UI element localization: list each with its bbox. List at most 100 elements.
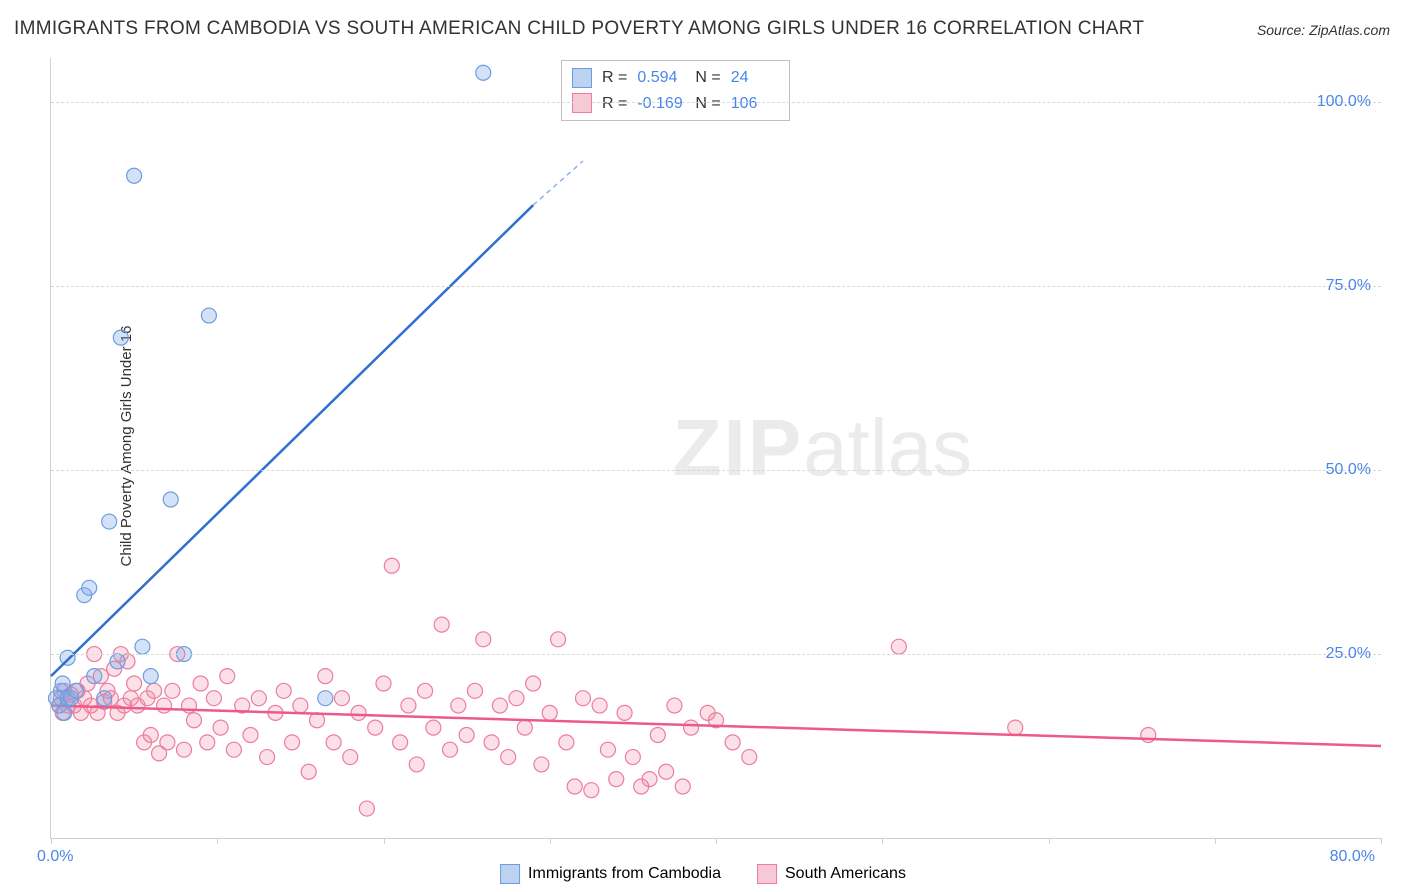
scatter-point-pink bbox=[157, 698, 172, 713]
grid-line bbox=[51, 470, 1381, 471]
scatter-point-pink bbox=[186, 713, 201, 728]
scatter-point-pink bbox=[351, 705, 366, 720]
scatter-point-blue bbox=[127, 168, 142, 183]
bottom-legend-item: South Americans bbox=[757, 864, 906, 884]
x-tick bbox=[550, 838, 551, 844]
legend-swatch bbox=[757, 864, 777, 884]
scatter-point-pink bbox=[684, 720, 699, 735]
plot-area: ZIPatlas 0.0% 80.0% R =0.594N =24R =-0.1… bbox=[50, 58, 1381, 839]
scatter-point-pink bbox=[401, 698, 416, 713]
scatter-point-pink bbox=[285, 735, 300, 750]
scatter-point-pink bbox=[592, 698, 607, 713]
scatter-point-blue bbox=[68, 683, 83, 698]
source-label: Source: bbox=[1257, 22, 1305, 38]
scatter-point-pink bbox=[542, 705, 557, 720]
scatter-point-pink bbox=[334, 691, 349, 706]
scatter-point-pink bbox=[584, 783, 599, 798]
scatter-point-pink bbox=[517, 720, 532, 735]
scatter-point-blue bbox=[113, 330, 128, 345]
scatter-point-pink bbox=[534, 757, 549, 772]
scatter-point-blue bbox=[143, 669, 158, 684]
scatter-point-pink bbox=[742, 750, 757, 765]
scatter-point-pink bbox=[551, 632, 566, 647]
x-tick bbox=[217, 838, 218, 844]
scatter-point-blue bbox=[318, 691, 333, 706]
scatter-point-pink bbox=[617, 705, 632, 720]
scatter-point-pink bbox=[576, 691, 591, 706]
scatter-point-pink bbox=[1008, 720, 1023, 735]
trend-line-blue bbox=[51, 205, 533, 676]
scatter-point-pink bbox=[160, 735, 175, 750]
legend-label: South Americans bbox=[785, 865, 906, 883]
plot-svg bbox=[51, 58, 1381, 838]
scatter-point-pink bbox=[667, 698, 682, 713]
scatter-point-pink bbox=[451, 698, 466, 713]
scatter-point-pink bbox=[343, 750, 358, 765]
scatter-point-pink bbox=[418, 683, 433, 698]
legend-r-value: 0.594 bbox=[637, 65, 685, 91]
scatter-point-pink bbox=[625, 750, 640, 765]
source-attribution: Source: ZipAtlas.com bbox=[1257, 22, 1390, 38]
x-tick bbox=[1049, 838, 1050, 844]
scatter-point-pink bbox=[127, 676, 142, 691]
scatter-point-pink bbox=[476, 632, 491, 647]
scatter-point-pink bbox=[165, 683, 180, 698]
scatter-point-pink bbox=[675, 779, 690, 794]
bottom-legend: Immigrants from Cambodia South Americans bbox=[500, 864, 906, 884]
y-tick-label: 25.0% bbox=[1326, 645, 1371, 663]
scatter-point-pink bbox=[376, 676, 391, 691]
scatter-point-blue bbox=[110, 654, 125, 669]
scatter-point-pink bbox=[659, 764, 674, 779]
source-name: ZipAtlas.com bbox=[1309, 22, 1390, 38]
scatter-point-pink bbox=[642, 772, 657, 787]
scatter-point-pink bbox=[384, 558, 399, 573]
scatter-point-blue bbox=[60, 650, 75, 665]
legend-n-value: 106 bbox=[731, 91, 779, 117]
x-axis-min-label: 0.0% bbox=[37, 848, 73, 866]
grid-line bbox=[51, 654, 1381, 655]
x-tick bbox=[716, 838, 717, 844]
scatter-point-blue bbox=[476, 65, 491, 80]
x-tick bbox=[51, 838, 52, 844]
scatter-point-pink bbox=[467, 683, 482, 698]
scatter-point-pink bbox=[368, 720, 383, 735]
scatter-point-blue bbox=[87, 669, 102, 684]
scatter-point-pink bbox=[147, 683, 162, 698]
x-tick bbox=[882, 838, 883, 844]
scatter-point-pink bbox=[318, 669, 333, 684]
legend-n-label: N = bbox=[695, 91, 720, 117]
scatter-point-pink bbox=[243, 727, 258, 742]
scatter-point-pink bbox=[301, 764, 316, 779]
scatter-point-pink bbox=[509, 691, 524, 706]
scatter-point-pink bbox=[359, 801, 374, 816]
scatter-point-blue bbox=[55, 676, 70, 691]
scatter-point-pink bbox=[393, 735, 408, 750]
chart-container: IMMIGRANTS FROM CAMBODIA VS SOUTH AMERIC… bbox=[0, 0, 1406, 892]
scatter-point-pink bbox=[251, 691, 266, 706]
scatter-point-pink bbox=[526, 676, 541, 691]
scatter-point-pink bbox=[484, 735, 499, 750]
scatter-point-blue bbox=[97, 691, 112, 706]
scatter-point-pink bbox=[276, 683, 291, 698]
legend-r-value: -0.169 bbox=[637, 91, 685, 117]
correlation-legend-box: R =0.594N =24R = -0.169 N = 106 bbox=[561, 60, 790, 121]
scatter-point-pink bbox=[492, 698, 507, 713]
legend-r-label: R = bbox=[602, 91, 627, 117]
scatter-point-blue bbox=[163, 492, 178, 507]
grid-line bbox=[51, 286, 1381, 287]
x-tick bbox=[1381, 838, 1382, 844]
scatter-point-blue bbox=[57, 705, 72, 720]
scatter-point-pink bbox=[725, 735, 740, 750]
y-tick-label: 50.0% bbox=[1326, 461, 1371, 479]
scatter-point-pink bbox=[200, 735, 215, 750]
scatter-point-pink bbox=[326, 735, 341, 750]
legend-row: R =0.594N =24 bbox=[572, 65, 779, 91]
scatter-point-pink bbox=[226, 742, 241, 757]
legend-label: Immigrants from Cambodia bbox=[528, 865, 721, 883]
legend-swatch bbox=[572, 93, 592, 113]
scatter-point-pink bbox=[177, 742, 192, 757]
scatter-point-pink bbox=[650, 727, 665, 742]
x-axis-max-label: 80.0% bbox=[1330, 848, 1375, 866]
scatter-point-pink bbox=[260, 750, 275, 765]
scatter-point-blue bbox=[82, 580, 97, 595]
